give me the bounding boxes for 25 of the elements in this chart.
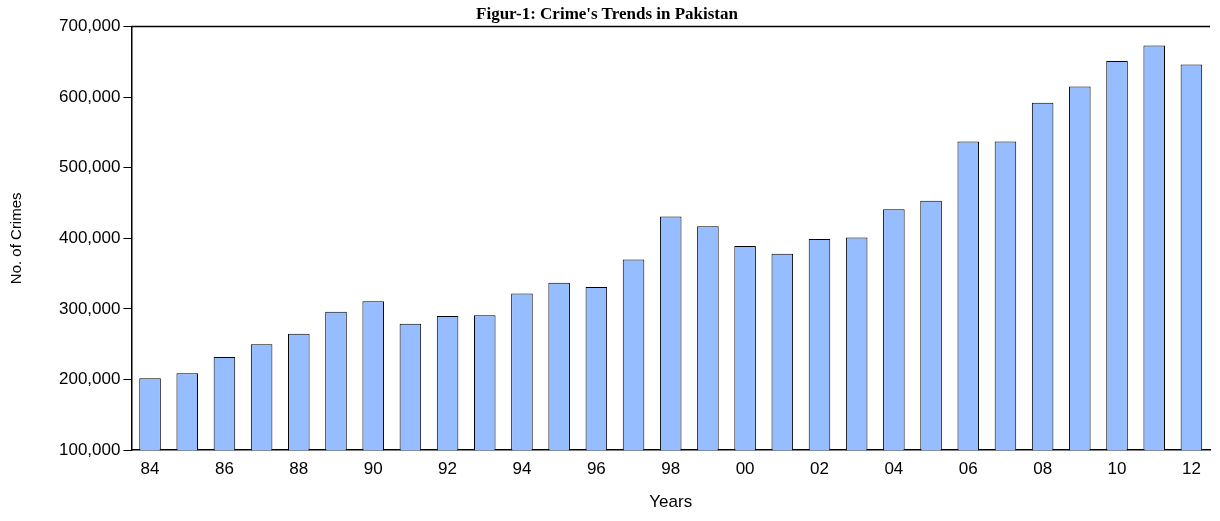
x-tick-label: 84 bbox=[140, 459, 160, 479]
x-tick-label: 12 bbox=[1181, 459, 1201, 479]
y-tick-label: 500,000 bbox=[59, 157, 121, 177]
x-tick-label: 86 bbox=[214, 459, 234, 479]
y-tick-label: 700,000 bbox=[59, 16, 121, 36]
x-tick-label: 10 bbox=[1107, 459, 1127, 479]
x-axis-title: Years bbox=[649, 492, 693, 512]
y-axis-title: No. of Crimes bbox=[7, 192, 25, 285]
x-tick-label: 04 bbox=[884, 459, 904, 479]
y-tick-label: 200,000 bbox=[59, 369, 121, 389]
x-tick-label: 96 bbox=[586, 459, 606, 479]
x-tick-label: 98 bbox=[661, 459, 681, 479]
x-tick-label: 88 bbox=[289, 459, 309, 479]
y-tick-label: 600,000 bbox=[59, 86, 121, 106]
y-tick-label: 300,000 bbox=[59, 298, 121, 318]
x-tick-label: 08 bbox=[1033, 459, 1053, 479]
x-tick-label: 92 bbox=[438, 459, 458, 479]
chart-title: Figur-1: Crime's Trends in Pakistan bbox=[476, 3, 739, 23]
x-tick-label: 94 bbox=[512, 459, 532, 479]
x-tick-label: 00 bbox=[735, 459, 755, 479]
x-tick-label: 02 bbox=[810, 459, 829, 479]
y-tick-label: 100,000 bbox=[59, 439, 121, 459]
x-tick-label: 90 bbox=[363, 459, 383, 479]
x-tick-label: 06 bbox=[958, 459, 978, 479]
y-tick-label: 400,000 bbox=[59, 227, 121, 247]
